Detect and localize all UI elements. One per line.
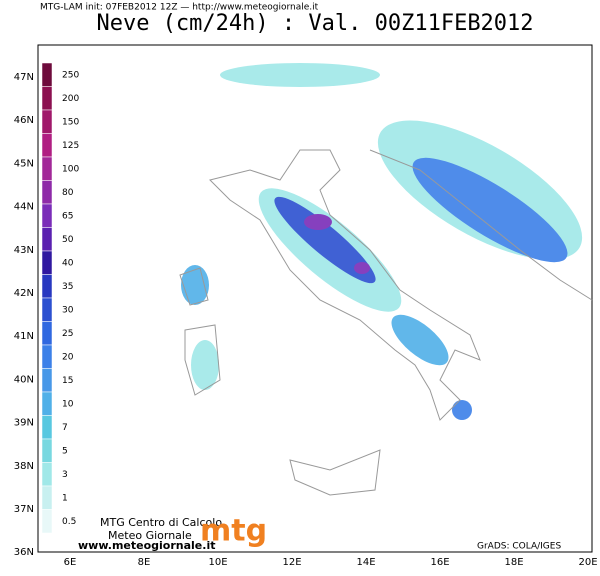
colorbar-label: 10 <box>62 400 74 410</box>
colorbar-label: 7 <box>62 423 68 433</box>
coastline-italy <box>209 149 481 421</box>
latitude-label: 44N <box>14 202 34 213</box>
colorbar-swatch <box>41 133 53 158</box>
logo-url: www.meteogiornale.it <box>78 539 215 552</box>
latitude-label: 42N <box>14 288 34 299</box>
map-title: Neve (cm/24h) : Val. 00Z11FEB2012 <box>96 11 533 36</box>
latitude-label: 41N <box>14 331 34 342</box>
colorbar-label: 20 <box>62 353 74 363</box>
longitude-label: 10E <box>208 557 227 568</box>
logo-line2: Meteo Giornale <box>108 529 192 542</box>
colorbar-swatch <box>41 156 53 181</box>
colorbar-swatch <box>41 250 53 275</box>
colorbar-label: 125 <box>62 141 79 151</box>
colorbar-label: 35 <box>62 282 73 292</box>
run-info: MTG-LAM init: 07FEB2012 12Z — http://www… <box>40 3 319 13</box>
colorbar-label: 5 <box>62 447 68 457</box>
colorbar-swatch <box>41 415 53 440</box>
latitude-label: 43N <box>14 245 34 256</box>
latitude-label: 39N <box>14 418 34 429</box>
latitude-label: 38N <box>14 461 34 472</box>
colorbar-label: 1 <box>62 494 68 504</box>
map-frame <box>37 44 593 553</box>
latitude-label: 40N <box>14 374 34 385</box>
colorbar-swatch <box>41 485 53 510</box>
colorbar-label: 80 <box>62 188 74 198</box>
longitude-label: 14E <box>356 557 375 568</box>
colorbar-swatch <box>41 86 53 111</box>
colorbar-swatch <box>41 368 53 393</box>
latitude-label: 37N <box>14 504 34 515</box>
colorbar-swatch <box>41 274 53 299</box>
colorbar-label: 40 <box>62 259 74 269</box>
colorbar-label: 200 <box>62 94 79 104</box>
colorbar-label: 100 <box>62 165 79 175</box>
longitude-label: 16E <box>430 557 449 568</box>
colorbar-swatch <box>41 344 53 369</box>
latitude-label: 46N <box>14 115 34 126</box>
latitude-label: 45N <box>14 158 34 169</box>
colorbar-swatch <box>41 227 53 252</box>
coastline-islands <box>179 267 381 496</box>
colorbar-label: 250 <box>62 71 79 81</box>
colorbar-label: 25 <box>62 329 73 339</box>
logo-line1: MTG Centro di Calcolo <box>100 516 222 529</box>
colorbar-swatch <box>41 321 53 346</box>
coastline-balkans <box>369 149 593 301</box>
colorbar-label: 15 <box>62 376 73 386</box>
colorbar-label: 65 <box>62 212 73 222</box>
snow-fields <box>181 63 583 420</box>
colorbar-swatch <box>41 391 53 416</box>
credit: GrADS: COLA/IGES <box>477 542 561 552</box>
colorbar-label: 30 <box>62 306 74 316</box>
colorbar-label: 0.5 <box>62 517 76 527</box>
longitude-label: 18E <box>504 557 523 568</box>
colorbar-swatch <box>41 462 53 487</box>
latitude-label: 36N <box>14 547 34 558</box>
colorbar-label: 50 <box>62 235 74 245</box>
longitude-label: 20E <box>578 557 597 568</box>
colorbar-swatch <box>41 62 53 87</box>
colorbar-swatch <box>41 109 53 134</box>
logo-mark: mtg <box>200 514 267 549</box>
longitude-label: 6E <box>64 557 77 568</box>
colorbar-swatch <box>41 438 53 463</box>
longitude-label: 12E <box>282 557 301 568</box>
colorbar-label: 150 <box>62 118 79 128</box>
colorbar-swatch <box>41 203 53 228</box>
colorbar-swatch <box>41 297 53 322</box>
colorbar-swatch <box>41 509 53 534</box>
longitude-label: 8E <box>138 557 151 568</box>
colorbar-label: 3 <box>62 470 68 480</box>
colorbar-swatch <box>41 180 53 205</box>
latitude-label: 47N <box>14 72 34 83</box>
